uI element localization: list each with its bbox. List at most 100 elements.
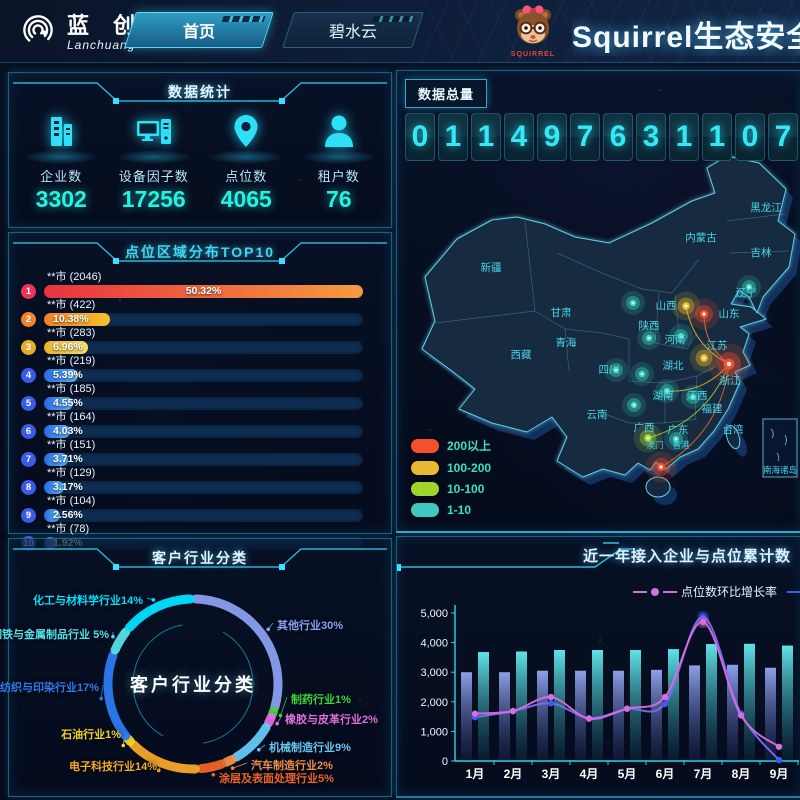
donut-center-label: 客户行业分类: [130, 675, 256, 695]
bar-fill: [44, 369, 79, 382]
line-point: [585, 715, 593, 722]
top10-row-label: **市 (78): [47, 523, 90, 535]
map-marker: [688, 298, 720, 330]
map-marker: [621, 291, 645, 315]
tab-home-label: 首页: [182, 24, 215, 41]
squirrel-mascot-icon: [515, 5, 551, 44]
bar: [782, 645, 793, 761]
province-label: 澳门: [646, 440, 663, 450]
line-point: [623, 705, 631, 712]
location-pin-icon: [234, 115, 258, 147]
map-legend-item[interactable]: 1-10: [411, 503, 491, 517]
province-label: 河南: [665, 333, 686, 346]
panel-top10: 点位区域分布TOP10 **市 (2046) 1 50.32% **市 (422) 2 1…: [8, 232, 392, 551]
bar-track: 2.56%: [44, 509, 363, 522]
rank-badge: 6: [21, 424, 36, 439]
province-label: 黑龙江: [750, 201, 782, 214]
stat-value: 76: [325, 186, 352, 212]
bar-percent: 3.17%: [53, 481, 83, 493]
bar-fill: [44, 453, 68, 466]
bar-track: 3.71%: [44, 453, 363, 466]
top10-row: **市 (151) 7 3.71%: [21, 439, 363, 467]
logo-subtitle: Lanchuang: [67, 38, 136, 52]
total-data-label: 数据总量: [405, 79, 488, 108]
stats-row: 企业数 3302 设备因子数 17256 点位数: [9, 107, 391, 213]
line-pink: [474, 620, 780, 748]
stat-label: 点位数: [225, 169, 268, 184]
legend-point-growth[interactable]: 点位数环比增长率: [632, 583, 777, 600]
map-marker: [681, 385, 705, 409]
logo-name: 蓝 创: [67, 13, 145, 38]
donut-label: 钢铁与金属制品行业 5%: [0, 629, 109, 641]
top10-row: **市 (104) 9 2.56%: [21, 495, 363, 523]
top10-row-label: **市 (151): [47, 439, 96, 451]
panel-stats-header: 数据统计: [9, 73, 391, 107]
bar: [744, 643, 755, 761]
bar: [651, 669, 662, 761]
counter-digit: 0: [735, 113, 765, 161]
x-axis-label: 2月: [504, 767, 523, 781]
counter-digit: 9: [537, 113, 567, 161]
map-legend-item[interactable]: 100-200: [411, 461, 491, 475]
bar-percent: 6.96%: [53, 341, 83, 353]
panel-monthly: 近一年接入企业与点位累计数 点位数环比增长率 0 1,: [396, 536, 800, 798]
bar: [537, 670, 548, 761]
stat-value: 4065: [220, 186, 272, 212]
flight-arc: [647, 363, 730, 439]
x-axis-label: 9月: [770, 767, 789, 781]
bar-track: 5.39%: [44, 369, 363, 382]
tab-bishuiyun-label: 碧水云: [328, 24, 377, 41]
taiwan-island: [725, 424, 741, 450]
top10-row-label: **市 (283): [47, 327, 96, 339]
province-label: 湖北: [663, 360, 684, 372]
panel-industry-header: 客户行业分类: [9, 539, 391, 573]
donut-label: 橡胶与皮革行业2%: [285, 714, 378, 726]
province-label: 山东: [719, 307, 740, 320]
bar-percent: 5.39%: [53, 369, 83, 381]
tab-home[interactable]: 首页: [124, 12, 274, 48]
top10-row: **市 (129) 8 3.17%: [21, 467, 363, 495]
legend-line: [787, 590, 800, 593]
tab-bishuiyun[interactable]: 碧水云: [282, 12, 424, 48]
legend-swatch: [411, 503, 439, 517]
province-label: 西藏: [511, 349, 532, 361]
panel-header-deco: [13, 242, 387, 264]
x-axis-label: 7月: [694, 767, 713, 781]
rank-badge: 8: [21, 480, 36, 495]
bar: [630, 650, 641, 761]
map-legend-item[interactable]: 10-100: [411, 482, 491, 496]
bar: [706, 644, 717, 761]
stat-label: 企业数: [40, 169, 83, 184]
stat-value: 3302: [35, 186, 87, 212]
top10-row-label: **市 (2046): [47, 271, 102, 283]
page-title: Squirrel生态安全云平台: [572, 21, 800, 54]
line-violet: [474, 615, 780, 761]
legend-item-truncated[interactable]: [787, 588, 800, 596]
map-marker: [664, 427, 688, 451]
counter-digit: 7: [570, 113, 600, 161]
squirrel-mascot: SQUIRREL: [508, 4, 558, 58]
bar-fill: [44, 341, 89, 354]
map-legend-item[interactable]: 200以上: [411, 437, 491, 454]
x-axis-label: 5月: [618, 767, 637, 781]
donut-label: 汽车制造行业2%: [251, 760, 333, 772]
province-label: 云南: [587, 408, 608, 421]
map-marker: [737, 275, 761, 299]
province-label: 辽宁: [736, 286, 757, 299]
panel-data-stats: 数据统计 企业数 3302 设备因子数 17256: [8, 72, 392, 228]
map-marker: [630, 362, 654, 386]
legend-dot: [650, 587, 659, 596]
panel-top10-title: 点位区域分布TOP10: [124, 244, 276, 260]
panel-header-deco: [13, 548, 387, 570]
bar: [478, 652, 489, 761]
map-markers: [604, 275, 761, 483]
bar: [765, 667, 776, 761]
province-label: 广西: [634, 422, 655, 434]
rank-badge: 5: [21, 396, 36, 411]
map-marker: [708, 343, 750, 385]
counter-digit: 6: [603, 113, 633, 161]
line-point: [775, 743, 783, 750]
squirrel-mascot-caption: SQUIRREL: [510, 51, 556, 58]
map-marker: [633, 423, 663, 453]
panel-monthly-deco: [397, 542, 635, 571]
